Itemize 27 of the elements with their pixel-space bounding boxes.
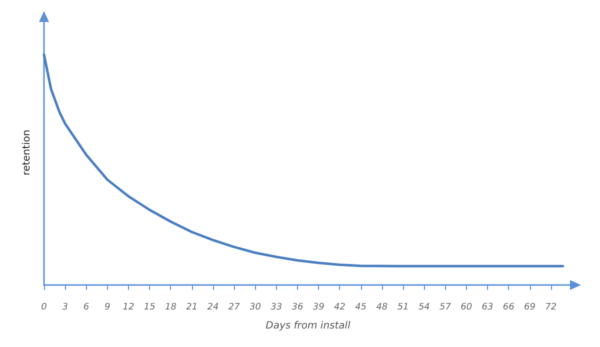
y-axis-title: retention xyxy=(22,130,32,176)
x-tick-label: 60 xyxy=(460,302,472,312)
x-tick-label: 36 xyxy=(292,302,304,312)
x-tick-label: 12 xyxy=(122,302,134,312)
x-tick-label: 18 xyxy=(164,302,177,312)
x-tick-label: 3 xyxy=(62,302,68,312)
x-tick-label: 69 xyxy=(524,302,536,312)
x-tick-label: 39 xyxy=(312,302,325,312)
x-tick-label: 27 xyxy=(228,302,240,312)
x-axis-title: Days from install xyxy=(266,320,351,332)
x-tick-label: 33 xyxy=(270,302,282,312)
x-tick-label: 48 xyxy=(376,302,388,312)
x-tick-label: 54 xyxy=(418,302,430,312)
x-tick-label: 57 xyxy=(440,302,452,312)
x-tick-label: 24 xyxy=(207,302,219,312)
x-tick-label: 9 xyxy=(104,302,110,312)
x-tick-label: 72 xyxy=(545,302,557,312)
x-tick-label: 42 xyxy=(334,302,346,312)
x-tick-label: 45 xyxy=(355,302,367,312)
x-tick-label: 63 xyxy=(482,302,494,312)
x-tick-label: 21 xyxy=(186,302,198,312)
x-tick-label: 51 xyxy=(397,302,409,312)
x-tick-label: 30 xyxy=(249,302,262,312)
x-tick-label: 66 xyxy=(502,302,515,312)
x-tick-label: 6 xyxy=(83,302,90,312)
x-tick-label: 0 xyxy=(41,302,48,312)
x-tick-label: 15 xyxy=(144,302,156,312)
